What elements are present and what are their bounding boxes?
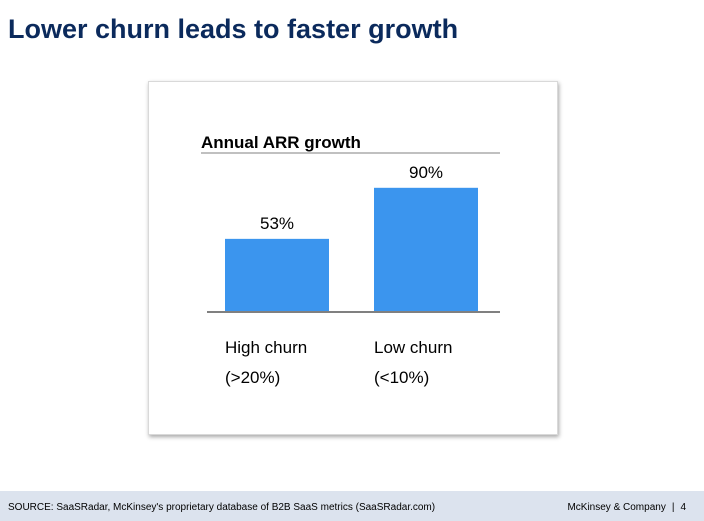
category-label-0-1: (>20%) (225, 368, 280, 387)
bar-1 (374, 187, 478, 312)
footer-separator: | (671, 502, 675, 513)
footer-right: McKinsey & Company | 4 (567, 502, 686, 513)
category-label-0-0: High churn (225, 338, 307, 357)
company-name: McKinsey & Company (567, 502, 666, 513)
category-labels: High churn (>20%) Low churn (<10%) (225, 338, 452, 387)
category-label-1-0: Low churn (374, 338, 452, 357)
page-number: 4 (680, 502, 686, 513)
bars-group: 53% 90% (225, 163, 478, 312)
chart-title: Annual ARR growth (201, 133, 361, 152)
slide-title: Lower churn leads to faster growth (8, 14, 459, 44)
source-note: SOURCE: SaaSRadar, McKinsey's proprietar… (8, 502, 436, 513)
category-label-1-1: (<10%) (374, 368, 429, 387)
bar-0 (225, 238, 329, 312)
value-label-1: 90% (409, 163, 443, 182)
value-label-0: 53% (260, 214, 294, 233)
chart-svg: Annual ARR growth 53% 90% High churn (>20%… (201, 133, 500, 387)
chart-card: Annual ARR growth 53% 90% High churn (>20%… (148, 81, 558, 435)
footer: SOURCE: SaaSRadar, McKinsey's proprietar… (0, 491, 704, 521)
